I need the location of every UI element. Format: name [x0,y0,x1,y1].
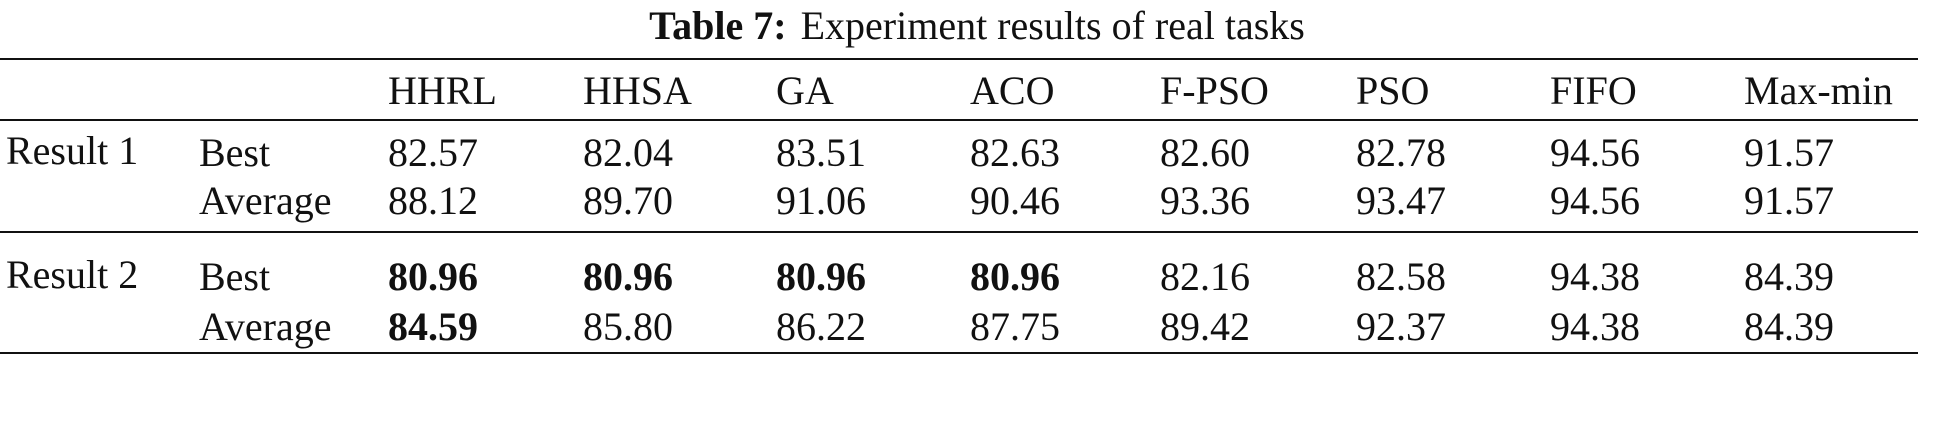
row-metric: Best [199,130,271,175]
table-cell: 88.12 [388,178,478,223]
table-cell: 92.37 [1356,304,1446,349]
column-header: GA [776,68,834,113]
table-cell: 83.51 [776,130,866,175]
table-cell: 82.57 [388,130,478,175]
table-cell: 89.42 [1160,304,1250,349]
column-header: ACO [970,68,1055,113]
table-cell: 94.56 [1550,130,1640,175]
table-cell: 82.58 [1356,254,1446,299]
table-caption: Table 7: Experiment results of real tasks [0,2,1954,50]
row-metric: Average [199,304,332,349]
table-cell: 84.39 [1744,254,1834,299]
table-cell: 93.47 [1356,178,1446,223]
top-rule [0,58,1918,60]
group-rule [0,231,1918,233]
table-cell: 82.16 [1160,254,1250,299]
column-header: PSO [1356,68,1430,113]
table-cell: 93.36 [1160,178,1250,223]
table-cell-best: 84.59 [388,304,478,349]
table-cell: 82.63 [970,130,1060,175]
table-cell-best: 80.96 [388,254,478,299]
table-cell: 94.38 [1550,254,1640,299]
table-cell: 91.57 [1744,178,1834,223]
table-cell: 89.70 [583,178,673,223]
table-cell: 82.78 [1356,130,1446,175]
column-header: HHRL [388,68,497,113]
column-header: Max-min [1744,68,1893,113]
table-cell-best: 80.96 [970,254,1060,299]
table-cell: 86.22 [776,304,866,349]
table-cell: 94.38 [1550,304,1640,349]
row-metric: Best [199,254,271,299]
column-header: FIFO [1550,68,1637,113]
caption-label: Table 7: [649,3,787,48]
table-cell: 94.56 [1550,178,1640,223]
table-cell: 85.80 [583,304,673,349]
group-label: Result 1 [6,128,139,173]
table-cell-best: 80.96 [583,254,673,299]
table-cell-best: 80.96 [776,254,866,299]
column-header: F-PSO [1160,68,1269,113]
caption-text: Experiment results of real tasks [800,3,1305,48]
column-header: HHSA [583,68,692,113]
table-cell: 90.46 [970,178,1060,223]
row-metric: Average [199,178,332,223]
table-cell: 82.60 [1160,130,1250,175]
table-cell: 84.39 [1744,304,1834,349]
table-cell: 87.75 [970,304,1060,349]
group-label: Result 2 [6,252,139,297]
bottom-rule [0,352,1918,354]
table-cell: 82.04 [583,130,673,175]
table-cell: 91.57 [1744,130,1834,175]
table-cell: 91.06 [776,178,866,223]
header-rule [0,119,1918,121]
